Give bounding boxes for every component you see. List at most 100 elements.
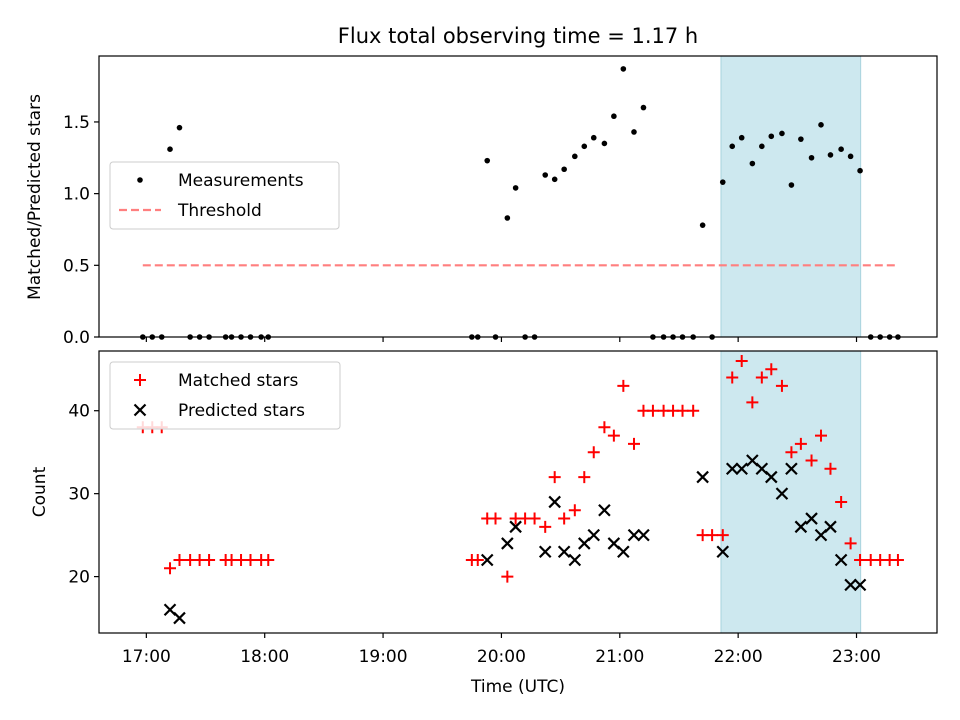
matched-point: [558, 512, 571, 525]
matched-point: [765, 363, 778, 376]
predicted-point: [765, 470, 778, 484]
predicted-point: [805, 512, 818, 525]
matched-point: [578, 471, 591, 484]
matched-point: [746, 396, 759, 409]
predicted-point: [834, 553, 848, 567]
measurement-point: [779, 130, 785, 137]
measurement-point: [484, 157, 491, 164]
predicted-point: [568, 553, 582, 567]
matched-point: [775, 379, 788, 392]
predicted-point: [557, 545, 571, 558]
x-tick-label: 23:00: [832, 647, 881, 667]
predicted-point: [627, 528, 641, 542]
measurement-point: [504, 215, 511, 221]
matched-point: [716, 529, 729, 542]
top-y-tick-label: 0.5: [63, 256, 90, 276]
measurement-point: [818, 122, 824, 128]
matched-point: [824, 462, 837, 475]
matched-point: [244, 554, 257, 567]
predicted-point: [509, 520, 522, 534]
measurement-point: [729, 143, 736, 150]
measurement-point: [590, 134, 597, 141]
measurement-point: [620, 66, 627, 72]
top-y-axis-label: Matched/Predicted stars: [25, 94, 45, 300]
measurement-point: [542, 172, 549, 178]
predicted-point: [853, 578, 867, 592]
top-y-tick-label: 0.0: [63, 328, 90, 348]
bottom-y-tick-label: 30: [68, 485, 90, 505]
predicted-point: [716, 545, 730, 558]
top-panel: 0.0 0.5 1.0 1.5 Measurements Threshold: [63, 55, 938, 348]
measurement-point: [631, 129, 637, 135]
measurement-point: [176, 124, 183, 131]
measurement-point: [581, 143, 588, 150]
predicted-point: [538, 545, 552, 558]
measurement-point: [561, 166, 567, 173]
matched-point: [587, 446, 600, 459]
x-tick-label: 18:00: [240, 647, 289, 667]
matched-point: [617, 379, 630, 392]
matched-point: [607, 429, 620, 442]
measurement-point: [167, 146, 173, 152]
predicted-point: [501, 537, 514, 550]
bottom-y-axis-label: Count: [30, 466, 50, 517]
measurement-point: [512, 185, 519, 191]
matched-point: [262, 554, 275, 567]
legend-label: Measurements: [178, 171, 304, 191]
predicted-point: [548, 495, 561, 509]
measurement-point: [768, 133, 775, 140]
predicted-point: [480, 553, 494, 567]
bottom-highlight-span: [720, 350, 862, 634]
legend-label: Matched stars: [178, 371, 298, 391]
measurement-point: [749, 160, 756, 167]
predicted-point: [824, 520, 837, 534]
legend-label: Predicted stars: [178, 401, 305, 421]
predicted-point: [785, 462, 798, 476]
predicted-point: [696, 470, 709, 484]
predicted-point: [173, 611, 186, 625]
matched-point: [173, 554, 186, 567]
matched-point: [735, 354, 748, 367]
measurement-point: [572, 153, 578, 160]
top-axes-frame: [98, 55, 938, 338]
matched-point: [854, 554, 867, 567]
measurement-point: [719, 179, 726, 185]
measurement-point: [611, 113, 617, 120]
matched-point: [548, 471, 561, 484]
matched-point: [568, 504, 581, 517]
matched-point: [501, 570, 514, 583]
measurement-point: [808, 154, 815, 161]
measurement-point: [857, 167, 863, 174]
chart-title: Flux total observing time = 1.17 h: [338, 24, 698, 48]
x-axis-label: Time (UTC): [470, 677, 565, 697]
measurement-point: [847, 153, 854, 160]
measurement-point: [759, 143, 765, 150]
legend-marker-measurements: [137, 177, 143, 183]
matched-point: [528, 512, 541, 525]
x-tick-label: 20:00: [477, 647, 526, 667]
measurement-point: [699, 222, 706, 228]
bottom-axes-frame: [98, 350, 938, 634]
matched-point: [726, 371, 739, 384]
bottom-y-tick-label: 20: [68, 568, 90, 588]
top-y-tick-label: 1.0: [63, 185, 90, 205]
measurement-point: [601, 140, 608, 147]
x-tick-label: 17:00: [122, 647, 171, 667]
matched-point: [164, 562, 177, 575]
predicted-point: [637, 528, 650, 542]
matched-point: [627, 437, 640, 450]
predicted-point: [617, 545, 630, 558]
x-tick-label: 22:00: [714, 647, 763, 667]
matched-point: [676, 404, 689, 417]
predicted-point: [794, 520, 808, 534]
matched-point: [598, 421, 611, 434]
x-tick-label: 19:00: [359, 647, 408, 667]
measurement-point: [838, 146, 844, 152]
matched-point: [471, 554, 484, 567]
matched-point: [805, 454, 818, 467]
predicted-point: [775, 487, 789, 500]
matched-point: [539, 520, 552, 533]
matched-point: [785, 446, 798, 459]
legend-box: [109, 161, 340, 230]
